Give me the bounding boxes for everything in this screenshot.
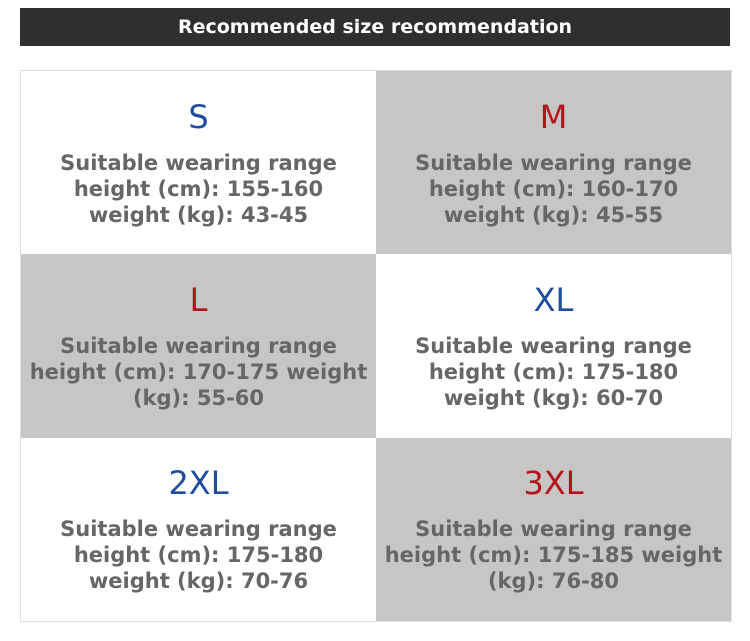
size-detail: height (cm): 155-160: [73, 176, 324, 201]
size-detail: Suitable wearing range: [60, 517, 337, 542]
size-label: 2XL: [168, 464, 229, 503]
size-label: M: [539, 97, 568, 136]
size-grid: S Suitable wearing range height (cm): 155-…: [20, 70, 732, 622]
size-detail: (kg): 55-60: [132, 385, 265, 410]
size-detail: weight (kg): 43-45: [88, 202, 309, 227]
size-detail: Suitable wearing range: [415, 150, 692, 175]
size-detail: weight (kg): 70-76: [88, 569, 309, 594]
size-cell: L Suitable wearing range height (cm): 170-…: [21, 254, 376, 438]
size-label: L: [189, 280, 208, 319]
size-label: 3XL: [523, 464, 584, 503]
size-cell: 3XL Suitable wearing range height (cm): 17…: [376, 437, 731, 621]
size-cell: 2XL Suitable wearing range height (cm): 17…: [21, 437, 376, 621]
size-detail: height (cm): 170-175 weight: [29, 359, 368, 384]
size-detail: height (cm): 175-180: [428, 359, 679, 384]
size-detail: Suitable wearing range: [415, 517, 692, 542]
size-detail: Suitable wearing range: [415, 333, 692, 358]
size-detail: Suitable wearing range: [60, 150, 337, 175]
size-label: XL: [533, 280, 574, 319]
size-detail: height (cm): 175-185 weight: [384, 543, 723, 568]
size-label: S: [188, 97, 209, 136]
size-detail: height (cm): 160-170: [428, 176, 679, 201]
size-cell: M Suitable wearing range height (cm): 160-…: [376, 71, 731, 255]
header-title: Recommended size recommendation: [20, 8, 730, 46]
size-detail: weight (kg): 45-55: [443, 202, 664, 227]
size-detail: height (cm): 175-180: [73, 543, 324, 568]
size-detail: (kg): 76-80: [487, 569, 620, 594]
size-cell: S Suitable wearing range height (cm): 155-…: [21, 71, 376, 255]
size-detail: Suitable wearing range: [60, 333, 337, 358]
size-detail: weight (kg): 60-70: [443, 385, 664, 410]
size-cell: XL Suitable wearing range height (cm): 175…: [376, 254, 731, 438]
